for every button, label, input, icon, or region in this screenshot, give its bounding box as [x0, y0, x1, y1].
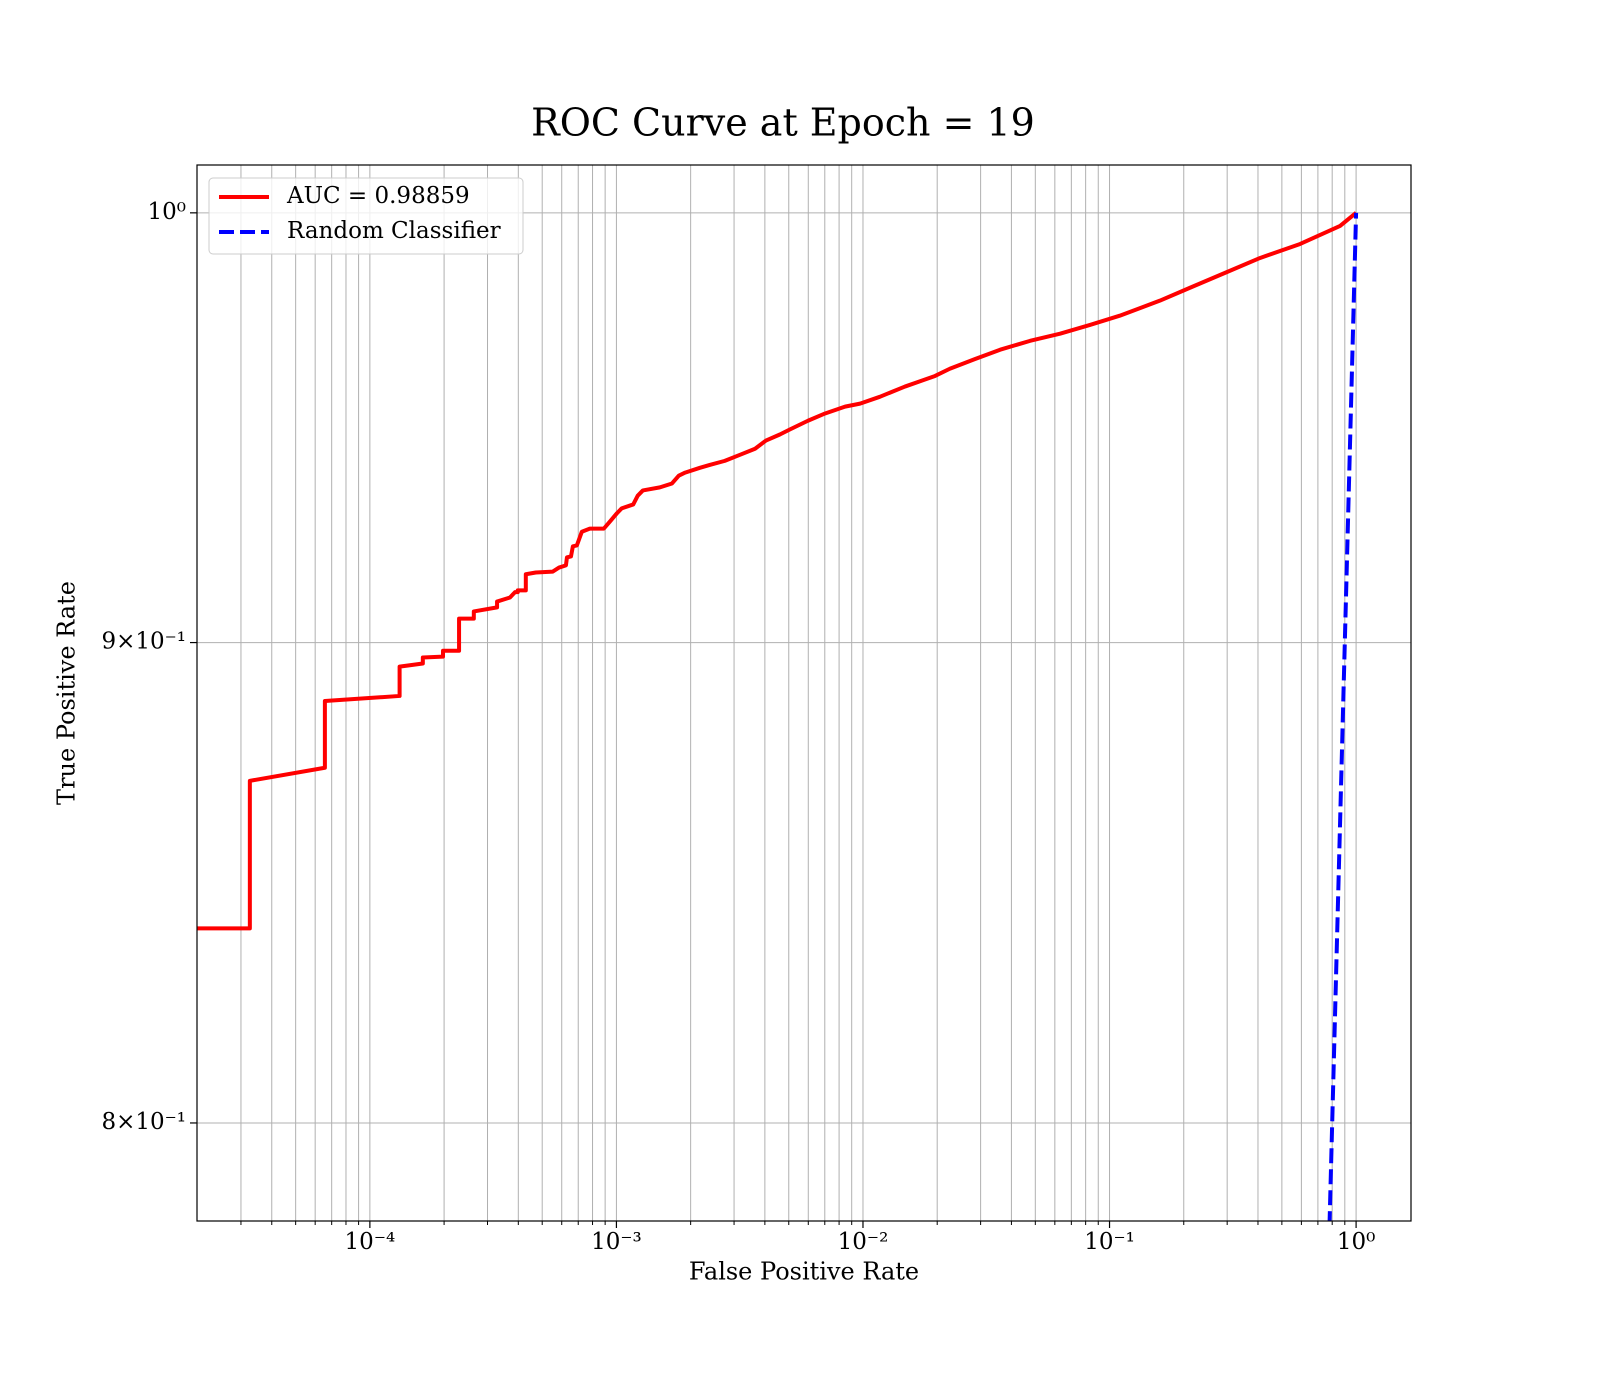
- legend-label: Random Classifier: [287, 218, 501, 244]
- y-axis-label: True Positive Rate: [53, 581, 81, 805]
- x-tick-label: 10⁻⁴: [345, 1229, 396, 1255]
- series-line: [1327, 212, 1359, 1221]
- series-line: [197, 211, 1358, 931]
- x-tick-label: 10⁻³: [591, 1229, 642, 1255]
- x-tick-label: 10⁻²: [838, 1229, 889, 1255]
- y-tick-label: 10⁰: [148, 199, 187, 225]
- legend-label: AUC = 0.98859: [286, 183, 470, 209]
- x-tick-label: 10⁻¹: [1084, 1229, 1135, 1255]
- legend-box: [208, 177, 524, 255]
- y-tick-label: 8×10⁻¹: [101, 1109, 186, 1135]
- plot-area: [197, 211, 1359, 1221]
- x-axis-label: False Positive Rate: [689, 1258, 919, 1286]
- plot-frame: [196, 164, 1412, 1222]
- y-tick-label: 9×10⁻¹: [101, 629, 186, 655]
- x-tick-label: 10⁰: [1337, 1229, 1376, 1255]
- chart-title: ROC Curve at Epoch = 19: [531, 101, 1035, 145]
